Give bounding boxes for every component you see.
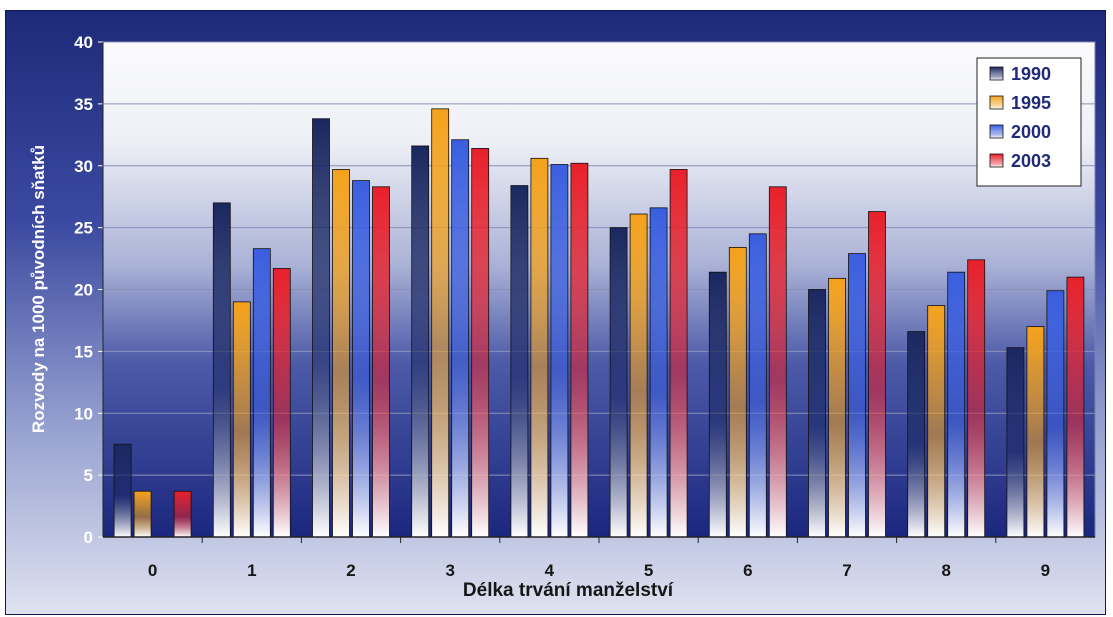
y-axis-ticks: 0 5 10 15 20 25 30 35 40	[74, 33, 103, 547]
bar-2000-2	[352, 180, 370, 538]
bar-1990-0	[113, 443, 132, 538]
bar-2003-7	[868, 211, 886, 538]
bar-1995-1	[232, 301, 251, 538]
legend-label-2003: 2003	[1011, 151, 1051, 171]
x-tick-label: 8	[941, 561, 950, 580]
x-tick-label: 3	[445, 561, 454, 580]
x-tick-label: 0	[148, 561, 157, 580]
y-tick-label: 5	[84, 466, 93, 485]
bar-2003-3	[471, 148, 490, 538]
bar-2000-3	[451, 139, 470, 538]
x-tick-label: 7	[842, 561, 851, 580]
legend-label-1995: 1995	[1011, 93, 1051, 113]
bar-1995-4	[530, 157, 549, 538]
y-tick-label: 35	[74, 95, 93, 114]
bar-1995-3	[431, 108, 450, 538]
bar-2003-9	[1066, 276, 1085, 538]
chart-svg: 0 5 10 15 20 25 30 35 40 0 1 2 3 4 5 6 7 8 9 Délka trvání…	[29, 33, 1096, 601]
x-axis-title: Délka trvání manželství	[463, 580, 674, 601]
bar-2003-6	[768, 186, 787, 538]
bar-1990-1	[212, 202, 231, 538]
bar-2000-1	[252, 248, 271, 538]
bar-1990-9	[1006, 347, 1025, 538]
x-tick-label: 2	[346, 561, 355, 580]
x-tick-label: 4	[545, 561, 555, 580]
legend-swatch-2000	[989, 124, 1004, 139]
bar-2000-4	[550, 164, 569, 538]
bar-1990-6	[708, 271, 727, 538]
x-tick-label: 1	[247, 561, 256, 580]
bar-2003-4	[570, 162, 589, 538]
bar-1995-8	[927, 305, 946, 538]
y-tick-label: 25	[74, 219, 93, 238]
bar-1995-6	[728, 247, 747, 538]
bar-1990-5	[609, 227, 628, 538]
bar-1990-2	[312, 118, 330, 538]
bar-1990-8	[907, 331, 926, 538]
legend-swatch-1995	[989, 95, 1004, 110]
bar-1990-4	[510, 185, 529, 538]
bar-2003-0	[173, 490, 192, 538]
bar-1995-9	[1026, 326, 1045, 538]
bar-2003-2	[372, 186, 390, 538]
y-axis-title: Rozvody na 1000 původních sňatků	[29, 145, 48, 433]
bar-2000-5	[649, 207, 668, 538]
y-tick-label: 40	[74, 33, 93, 52]
y-tick-label: 30	[74, 157, 93, 176]
bar-1995-5	[629, 213, 648, 538]
legend-label-1990: 1990	[1011, 64, 1051, 84]
legend: 1990 1995 2000 2003	[976, 57, 1082, 187]
bar-2000-6	[748, 233, 767, 538]
y-tick-label: 15	[74, 342, 93, 361]
bar-2003-8	[967, 259, 986, 538]
bar-2003-5	[669, 169, 688, 538]
bar-1995-7	[828, 277, 846, 538]
x-axis-ticks: 0 1 2 3 4 5 6 7 8 9	[148, 537, 1050, 580]
bar-2000-7	[848, 253, 866, 538]
bar-1990-3	[411, 145, 430, 538]
legend-swatch-2003	[989, 153, 1004, 168]
y-tick-label: 0	[84, 528, 93, 547]
bars-group	[113, 108, 1085, 538]
legend-swatch-1990	[989, 66, 1004, 81]
x-tick-label: 5	[644, 561, 653, 580]
legend-label-2000: 2000	[1011, 122, 1051, 142]
y-tick-label: 10	[74, 404, 93, 423]
bar-2000-8	[947, 271, 966, 538]
y-tick-label: 20	[74, 281, 93, 300]
chart-frame: 0 5 10 15 20 25 30 35 40 0 1 2 3 4 5 6 7 8 9 Délka trvání…	[5, 10, 1106, 615]
x-tick-label: 9	[1041, 561, 1050, 580]
bar-2003-1	[272, 268, 291, 538]
bar-1995-0	[133, 490, 152, 538]
bar-1995-2	[332, 169, 350, 538]
x-tick-label: 6	[743, 561, 752, 580]
bar-2000-9	[1046, 290, 1065, 538]
bar-1990-7	[808, 289, 826, 538]
